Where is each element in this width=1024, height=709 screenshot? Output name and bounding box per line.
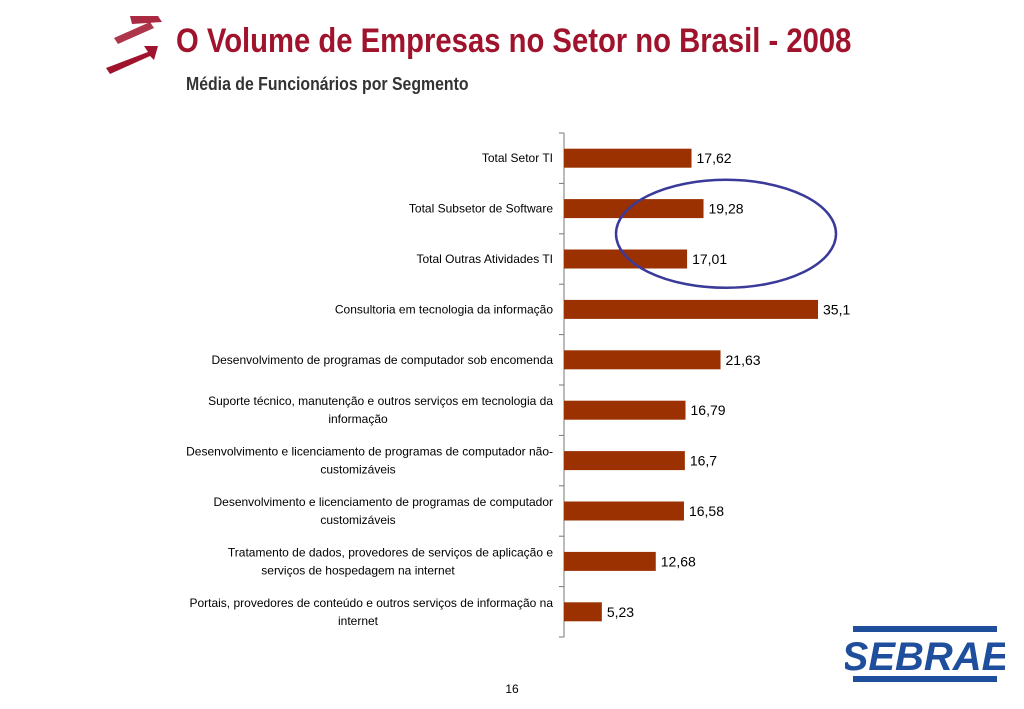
category-label: Suporte técnico, manutenção e outros ser… [208, 394, 553, 408]
data-label: 12,68 [661, 553, 696, 569]
page-subtitle: Média de Funcionários por Segmento [186, 74, 469, 94]
highlight-ellipse [614, 178, 838, 290]
data-label: 5,23 [607, 604, 634, 620]
category-label: serviços de hospedagem na internet [261, 563, 455, 577]
category-label: Total Outras Atividades TI [416, 252, 553, 266]
sebrae-logo-text: SEBRAE [845, 635, 1005, 679]
data-label: 21,63 [726, 352, 761, 368]
page-title: O Volume de Empresas no Setor no Brasil … [176, 22, 852, 60]
category-label: Consultoria em tecnologia da informação [335, 302, 553, 316]
category-label: Tratamento de dados, provedores de servi… [228, 545, 553, 559]
category-label: internet [338, 614, 379, 628]
category-label: Desenvolvimento e licenciamento de progr… [213, 495, 553, 509]
category-label: customizáveis [320, 463, 395, 477]
data-label: 16,58 [689, 503, 724, 519]
data-label: 17,62 [697, 150, 732, 166]
bar [564, 199, 704, 219]
data-label: 16,7 [690, 453, 717, 469]
data-label: 19,28 [709, 201, 744, 217]
category-label: Desenvolvimento de programas de computad… [211, 353, 553, 367]
category-label: Total Subsetor de Software [409, 202, 553, 216]
bar [564, 350, 721, 370]
category-label: Total Setor TI [482, 151, 553, 165]
category-label: customizáveis [320, 513, 395, 527]
bar [564, 299, 818, 319]
bar [564, 451, 685, 471]
bar [564, 249, 688, 269]
bar [564, 501, 684, 521]
bar [564, 602, 602, 622]
category-label: Portais, provedores de conteúdo e outros… [189, 596, 553, 610]
data-label: 35,1 [823, 301, 850, 317]
bar [564, 400, 686, 420]
data-label: 16,79 [691, 402, 726, 418]
red-arrow-icon [106, 16, 162, 74]
category-label: informação [328, 412, 388, 426]
category-label: Desenvolvimento e licenciamento de progr… [186, 445, 553, 459]
sebrae-logo: SEBRAE [845, 626, 1005, 682]
bar [564, 148, 692, 168]
page-number: 16 [505, 682, 519, 696]
data-label: 17,01 [692, 251, 727, 267]
bar [564, 551, 656, 571]
